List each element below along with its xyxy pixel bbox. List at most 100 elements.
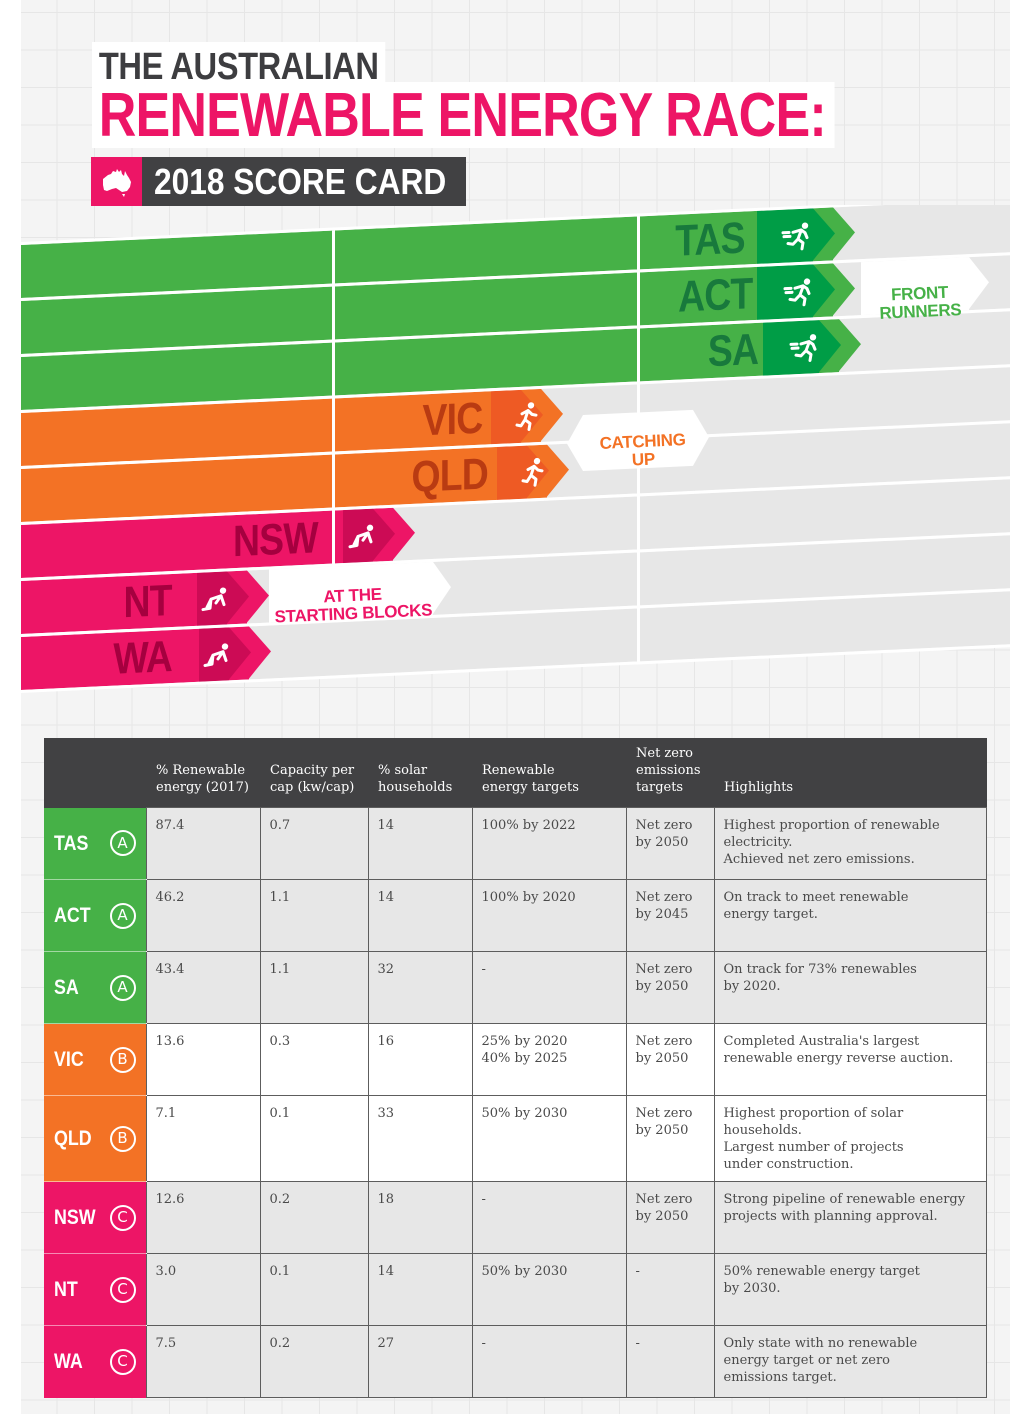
cell-highlights: Strong pipeline of renewable energy proje… xyxy=(713,1181,987,1254)
col-solar: % solar households xyxy=(368,738,472,808)
catching-up-label: CATCHING UP xyxy=(599,430,686,470)
col-net-zero: Net zero emissions targets xyxy=(626,738,714,808)
lane-wa: WA xyxy=(21,591,1010,690)
state-name: ACT xyxy=(54,904,91,927)
table-row-nt: NT C 3.0 0.1 14 50% by 2030 - 50% renewab… xyxy=(44,1253,987,1326)
state-name: NT xyxy=(54,1278,78,1301)
cell-renewable: 7.5 xyxy=(145,1325,261,1398)
grade-badge: C xyxy=(109,1204,136,1231)
cell-solar: 14 xyxy=(367,1253,473,1326)
state-name: NSW xyxy=(54,1206,96,1229)
front-runners-label: FRONT RUNNERS xyxy=(879,282,962,323)
cell-targets: 25% by 2020 40% by 2025 xyxy=(471,1023,627,1096)
cell-renewable: 46.2 xyxy=(145,879,261,952)
lane-nsw: NSW xyxy=(21,479,1010,578)
cell-renewable: 12.6 xyxy=(145,1181,261,1254)
cell-solar: 14 xyxy=(367,879,473,952)
race-track: TAS ACT SA xyxy=(21,205,1010,705)
cell-targets: 100% by 2020 xyxy=(471,879,627,952)
cell-capacity: 0.2 xyxy=(259,1325,369,1398)
lane-state-label: QLD xyxy=(411,449,488,502)
cell-targets: - xyxy=(471,1181,627,1254)
cell-targets: - xyxy=(471,951,627,1024)
cell-renewable: 13.6 xyxy=(145,1023,261,1096)
grade-badge: A xyxy=(109,902,136,929)
lane-nt: NT xyxy=(21,535,1010,634)
cell-capacity: 0.3 xyxy=(259,1023,369,1096)
cell-renewable: 43.4 xyxy=(145,951,261,1024)
table-row-act: ACT A 46.2 1.1 14 100% by 2020 Net zero by… xyxy=(44,879,987,952)
scorecard-table: % Renewable energy (2017) Capacity per cap… xyxy=(44,738,987,1398)
cell-renewable: 3.0 xyxy=(145,1253,261,1326)
lane-state-label: WA xyxy=(113,632,172,684)
state-name: SA xyxy=(54,976,79,999)
lane-act: ACT xyxy=(21,255,1010,354)
col-targets: Renewable energy targets xyxy=(472,738,626,808)
lane-state-label: NSW xyxy=(233,513,318,567)
cell-net-zero: Net zero by 2050 xyxy=(625,1095,715,1182)
crouching-start-icon xyxy=(203,643,229,667)
lane-state-label: TAS xyxy=(675,213,745,266)
state-name: TAS xyxy=(54,831,89,855)
cell-highlights: Highest proportion of solar households. La… xyxy=(713,1095,987,1182)
cell-solar: 27 xyxy=(367,1325,473,1398)
cell-highlights: On track for 73% renewables by 2020. xyxy=(713,951,987,1024)
cell-highlights: 50% renewable energy target by 2030. xyxy=(713,1253,987,1326)
cell-net-zero: - xyxy=(625,1325,715,1398)
lane-sa: SA xyxy=(21,311,1010,410)
table-row-tas: TAS A 87.4 0.7 14 100% by 2022 Net zero by… xyxy=(44,807,987,880)
state-name: VIC xyxy=(54,1048,84,1071)
cell-capacity: 0.2 xyxy=(259,1181,369,1254)
lane-vic: VIC xyxy=(21,367,1010,466)
australia-map-icon xyxy=(91,157,142,206)
grade-badge: C xyxy=(109,1276,136,1303)
col-renewable-pct: % Renewable energy (2017) xyxy=(146,738,260,808)
table-row-qld: QLD B 7.1 0.1 33 50% by 2030 Net zero by 2… xyxy=(44,1095,987,1182)
table-row-vic: VIC B 13.6 0.3 16 25% by 2020 40% by 2025 … xyxy=(44,1023,987,1096)
running-person-icon xyxy=(515,402,538,431)
cell-targets: 50% by 2030 xyxy=(471,1253,627,1326)
cell-net-zero: Net zero by 2045 xyxy=(625,879,715,952)
cell-highlights: On track to meet renewable energy target. xyxy=(713,879,987,952)
cell-capacity: 1.1 xyxy=(259,951,369,1024)
starting-blocks-label: AT THE STARTING BLOCKS xyxy=(274,584,433,627)
cell-renewable: 7.1 xyxy=(145,1095,261,1182)
cell-solar: 32 xyxy=(367,951,473,1024)
cell-renewable: 87.4 xyxy=(145,807,261,880)
grade-badge: B xyxy=(109,1125,136,1152)
cell-solar: 33 xyxy=(367,1095,473,1182)
cell-capacity: 0.1 xyxy=(259,1095,369,1182)
table-row-wa: WA C 7.5 0.2 27 - - Only state with no re… xyxy=(44,1325,987,1398)
cell-capacity: 1.1 xyxy=(259,879,369,952)
grade-badge: A xyxy=(109,974,136,1001)
sprinting-runner-icon xyxy=(789,334,817,362)
state-name: WA xyxy=(54,1350,83,1374)
cell-net-zero: - xyxy=(625,1253,715,1326)
lane-tas: TAS xyxy=(21,205,1010,298)
cell-net-zero: Net zero by 2050 xyxy=(625,1023,715,1096)
grade-badge: C xyxy=(109,1348,136,1375)
cell-highlights: Completed Australia's largest renewable e… xyxy=(713,1023,987,1096)
cell-net-zero: Net zero by 2050 xyxy=(625,807,715,880)
cell-solar: 18 xyxy=(367,1181,473,1254)
cell-capacity: 0.1 xyxy=(259,1253,369,1326)
cell-net-zero: Net zero by 2050 xyxy=(625,1181,715,1254)
title-line-2: RENEWABLE ENERGY RACE: xyxy=(92,82,835,150)
cell-solar: 14 xyxy=(367,807,473,880)
running-person-icon xyxy=(521,457,544,487)
sprinting-runner-icon xyxy=(781,222,809,251)
sprinting-runner-icon xyxy=(783,278,811,307)
cell-targets: - xyxy=(471,1325,627,1398)
lane-state-label: SA xyxy=(707,324,758,377)
cell-highlights: Highest proportion of renewable electrici… xyxy=(713,807,987,880)
lane-qld: QLD xyxy=(21,423,1010,522)
crouching-start-icon xyxy=(201,587,227,612)
lane-state-label: ACT xyxy=(677,269,752,322)
grade-badge: B xyxy=(109,1046,136,1073)
cell-solar: 16 xyxy=(367,1023,473,1096)
lane-state-label: NT xyxy=(123,576,172,628)
scorecard-banner: 2018 SCORE CARD xyxy=(91,157,466,206)
scorecard-label: 2018 SCORE CARD xyxy=(142,157,466,206)
cell-targets: 50% by 2030 xyxy=(471,1095,627,1182)
crouching-start-icon xyxy=(348,524,374,549)
